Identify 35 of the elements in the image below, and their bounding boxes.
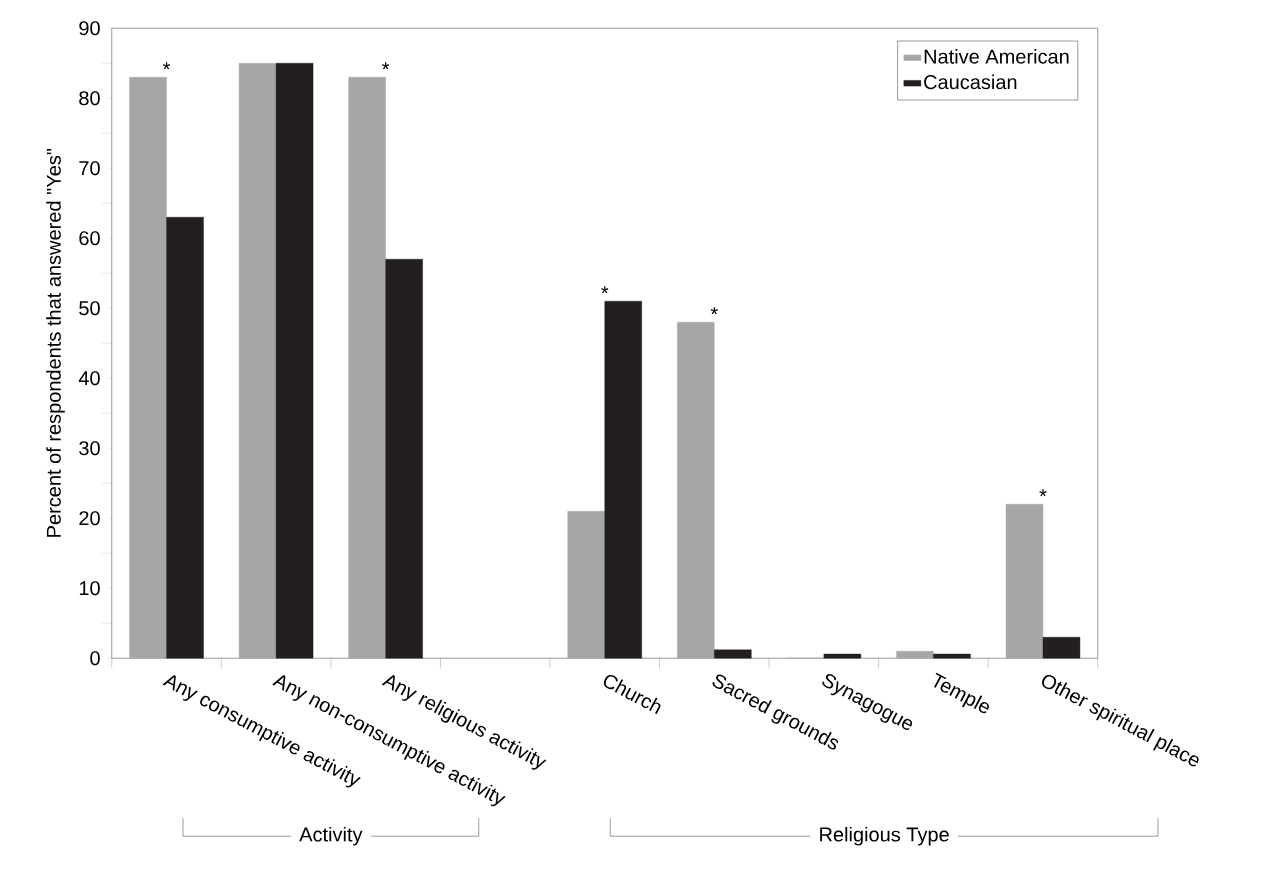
annotation: * bbox=[162, 62, 171, 70]
bar bbox=[1005, 504, 1044, 659]
y-axis-title: Percent of respondents that answered "Yes" bbox=[46, 148, 65, 537]
text: Activity bbox=[299, 826, 363, 846]
y-tick-label: 30 bbox=[79, 441, 100, 456]
bar bbox=[896, 651, 934, 659]
annotation: * bbox=[710, 307, 718, 315]
bar bbox=[238, 63, 277, 659]
bar bbox=[567, 511, 605, 659]
y-tick-label: 80 bbox=[79, 91, 100, 106]
annotation: * bbox=[1039, 489, 1047, 497]
y-tick-label: 70 bbox=[79, 161, 100, 176]
y-tick-label: 50 bbox=[79, 301, 100, 316]
bar bbox=[348, 77, 386, 659]
bar bbox=[166, 217, 204, 659]
y-tick-label: 20 bbox=[79, 511, 100, 526]
legend-label: Native American bbox=[924, 49, 1069, 64]
text: Religious Type bbox=[820, 826, 949, 846]
y-tick-label: 0 bbox=[90, 651, 100, 666]
bar bbox=[129, 77, 167, 659]
y-tick-label: 10 bbox=[79, 581, 100, 596]
legend-label: Caucasian bbox=[924, 74, 1017, 90]
bar bbox=[823, 653, 862, 659]
y-tick-label: 60 bbox=[79, 231, 100, 246]
bar bbox=[604, 301, 642, 659]
bar bbox=[385, 259, 423, 659]
bar bbox=[677, 322, 715, 659]
bar bbox=[714, 649, 752, 659]
annotation: * bbox=[601, 286, 609, 294]
bar bbox=[1042, 637, 1081, 659]
annotation: * bbox=[382, 62, 390, 70]
bar bbox=[933, 653, 971, 659]
y-tick-label: 40 bbox=[78, 371, 100, 386]
bar bbox=[275, 63, 314, 659]
y-tick-label: 90 bbox=[79, 21, 100, 36]
